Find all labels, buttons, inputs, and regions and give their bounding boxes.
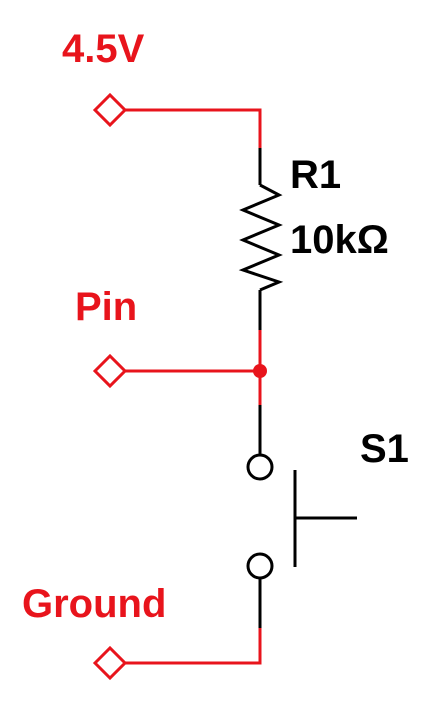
resistor-zigzag-icon xyxy=(238,183,284,292)
supply-net: 4.5V xyxy=(62,27,262,148)
switch-s1[interactable]: S1 xyxy=(246,405,409,628)
ground-port-icon[interactable] xyxy=(92,645,128,681)
supply-port-icon[interactable] xyxy=(92,92,128,128)
pin-port-icon[interactable] xyxy=(92,353,128,389)
junction-dot-icon xyxy=(253,364,267,378)
pin-net: Pin xyxy=(75,285,267,405)
switch-ref-label: S1 xyxy=(360,427,409,471)
switch-contact-bottom-icon xyxy=(246,552,274,580)
switch-contact-top-icon xyxy=(246,453,274,481)
resistor-ref-label: R1 xyxy=(290,153,341,197)
resistor-value-label: 10kΩ xyxy=(290,218,389,262)
supply-label: 4.5V xyxy=(62,27,145,71)
ground-label: Ground xyxy=(22,582,166,626)
ground-net: Ground xyxy=(22,582,262,681)
supply-wire xyxy=(125,108,262,148)
pin-label: Pin xyxy=(75,285,137,329)
ground-wire xyxy=(125,628,262,665)
resistor-r1[interactable]: R1 10kΩ xyxy=(238,148,389,330)
